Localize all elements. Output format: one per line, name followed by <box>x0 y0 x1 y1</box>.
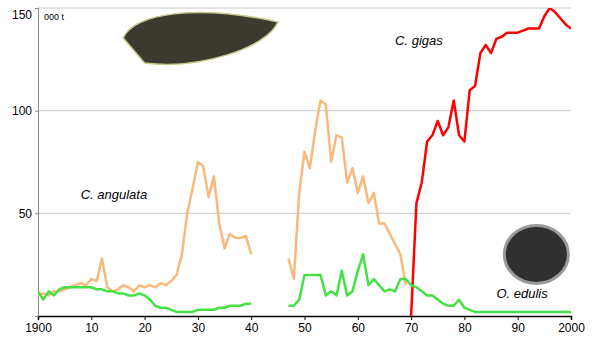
series-label: O. edulis <box>496 286 548 301</box>
x-tick-label: 10 <box>85 321 99 335</box>
x-tick-label: 20 <box>138 321 152 335</box>
x-tick: 10 <box>85 316 99 335</box>
grid <box>38 8 571 213</box>
x-tick: 80 <box>458 316 472 335</box>
series-lines <box>38 8 571 316</box>
y-axis-title: 000 t <box>44 12 65 22</box>
x-tick-label: 1900 <box>25 321 52 335</box>
x-tick-mark <box>305 316 306 320</box>
x-tick-label: 70 <box>405 321 419 335</box>
grid-line <box>38 8 571 9</box>
y-tick-mark <box>35 213 38 214</box>
y-tick: 150 <box>12 8 38 22</box>
y-tick-label: 150 <box>12 8 32 22</box>
series-line <box>38 100 406 295</box>
series-line <box>38 254 571 311</box>
series-line <box>411 8 571 316</box>
x-tick: 20 <box>138 316 152 335</box>
x-tick-label: 40 <box>245 321 259 335</box>
grid-line <box>38 213 571 214</box>
x-tick-mark <box>198 316 199 320</box>
x-tick-mark <box>411 316 412 320</box>
x-tick: 70 <box>405 316 419 335</box>
x-axis-line <box>39 317 572 321</box>
x-tick: 60 <box>352 316 366 335</box>
y-axis: 50 100 150 <box>12 8 39 316</box>
plot: 1900 10 20 30 40 50 60 70 80 90 2000 50 100 150 000 t C… <box>12 8 585 335</box>
y-tick-mark <box>35 8 38 9</box>
x-tick-mark <box>358 316 359 320</box>
series-label: C. gigas <box>395 33 443 48</box>
x-tick-label: 60 <box>352 321 366 335</box>
decoration <box>123 13 568 284</box>
y-tick-label: 50 <box>19 207 33 221</box>
x-tick: 50 <box>298 316 312 335</box>
x-tick-label: 30 <box>192 321 206 335</box>
x-tick-mark <box>251 316 252 320</box>
y-tick-mark <box>35 111 38 112</box>
x-tick-mark <box>571 316 572 320</box>
x-tick: 40 <box>245 316 259 335</box>
x-tick-mark <box>518 316 519 320</box>
chart: 1900 10 20 30 40 50 60 70 80 90 2000 50 100 150 000 t C… <box>0 0 593 340</box>
y-tick-label: 100 <box>12 104 32 118</box>
x-tick: 1900 <box>25 316 52 335</box>
x-tick: 90 <box>512 316 526 335</box>
x-tick-mark <box>91 316 92 320</box>
y-tick: 50 <box>19 207 38 221</box>
x-tick-label: 50 <box>298 321 312 335</box>
x-tick: 2000 <box>558 316 585 335</box>
x-tick-mark <box>464 316 465 320</box>
x-tick-label: 2000 <box>558 321 585 335</box>
x-tick-label: 80 <box>458 321 472 335</box>
y-axis-line <box>35 9 39 317</box>
x-tick-label: 90 <box>512 321 526 335</box>
oyster-icon <box>504 225 568 283</box>
grid-line <box>38 110 571 111</box>
x-tick-mark <box>145 316 146 320</box>
oyster-icon <box>123 13 278 65</box>
x-axis: 1900 10 20 30 40 50 60 70 80 90 2000 <box>25 316 585 335</box>
series-label: C. angulata <box>81 187 148 202</box>
y-tick: 100 <box>12 104 38 118</box>
x-tick: 30 <box>192 316 206 335</box>
